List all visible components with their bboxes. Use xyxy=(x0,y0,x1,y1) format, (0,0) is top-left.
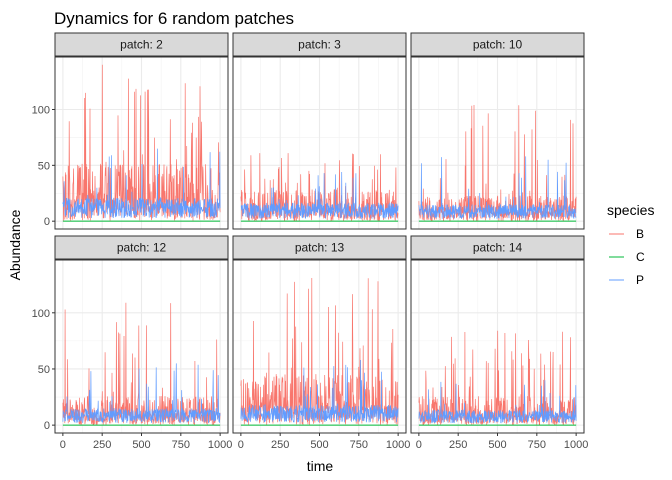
series-line-p xyxy=(418,156,577,219)
panel-strip xyxy=(54,235,229,260)
panel-2: patch: 3 xyxy=(232,32,407,230)
panel-grid xyxy=(233,260,406,433)
panel-strip-label: patch: 13 xyxy=(295,241,345,255)
panel-strip xyxy=(410,32,585,57)
x-tick-label: 750 xyxy=(172,439,190,451)
x-tick-label: 750 xyxy=(528,439,546,451)
x-tick-label: 250 xyxy=(93,439,111,451)
x-tick-label: 250 xyxy=(271,439,289,451)
series-line-p xyxy=(62,363,221,423)
legend-label-p: P xyxy=(636,273,644,287)
panel-strip xyxy=(232,32,407,57)
panels-group: patch: 2 0 50 100 patch: 3 patch: 10 patch: 12… xyxy=(32,32,588,451)
panel-strip-label: patch: 3 xyxy=(298,38,341,52)
panel-border xyxy=(410,56,585,230)
panel-strip xyxy=(54,32,229,57)
x-tick-label: 1000 xyxy=(386,439,410,451)
panel-5: patch: 13 0 250 500 750 1000 xyxy=(232,235,410,451)
legend: species BCP xyxy=(607,202,654,287)
panel-strip xyxy=(410,235,585,260)
x-tick-label: 0 xyxy=(60,439,66,451)
legend-label-c: C xyxy=(636,250,645,264)
panel-strip-label: patch: 10 xyxy=(473,38,523,52)
y-axis-title: Abundance xyxy=(7,209,23,280)
y-tick-label: 50 xyxy=(38,160,50,172)
panel-strip-label: patch: 14 xyxy=(473,241,523,255)
x-tick-label: 500 xyxy=(132,439,150,451)
panel-1: patch: 2 0 50 100 xyxy=(32,32,229,230)
y-tick-label: 100 xyxy=(32,104,50,116)
x-tick-label: 0 xyxy=(416,439,422,451)
x-tick-label: 1000 xyxy=(564,439,588,451)
panel-grid xyxy=(411,57,584,229)
legend-label-b: B xyxy=(636,227,644,241)
panel-border xyxy=(232,56,407,230)
series-line-p xyxy=(62,148,221,219)
y-tick-label: 0 xyxy=(44,216,50,228)
y-tick-label: 50 xyxy=(38,364,50,376)
panel-strip-label: patch: 12 xyxy=(117,241,167,255)
panel-6: patch: 14 0 250 500 750 1000 xyxy=(410,235,588,451)
x-axis-title: time xyxy=(307,458,334,474)
x-tick-label: 500 xyxy=(488,439,506,451)
y-tick-label: 100 xyxy=(32,308,50,320)
panel-3: patch: 10 xyxy=(410,32,585,230)
y-tick-label: 0 xyxy=(44,420,50,432)
series-line-b xyxy=(418,104,577,222)
panel-strip-label: patch: 2 xyxy=(120,38,163,52)
x-tick-label: 0 xyxy=(238,439,244,451)
series-line-p xyxy=(240,171,399,220)
x-tick-label: 500 xyxy=(310,439,328,451)
panel-border xyxy=(54,56,229,230)
series-line-p xyxy=(418,380,577,424)
x-tick-label: 1000 xyxy=(208,439,232,451)
series-line-b xyxy=(62,64,221,221)
series-line-p xyxy=(240,359,399,423)
panel-strip xyxy=(232,235,407,260)
legend-title: species xyxy=(607,202,654,218)
chart-title: Dynamics for 6 random patches xyxy=(54,9,294,28)
x-tick-label: 750 xyxy=(350,439,368,451)
x-tick-label: 250 xyxy=(449,439,467,451)
